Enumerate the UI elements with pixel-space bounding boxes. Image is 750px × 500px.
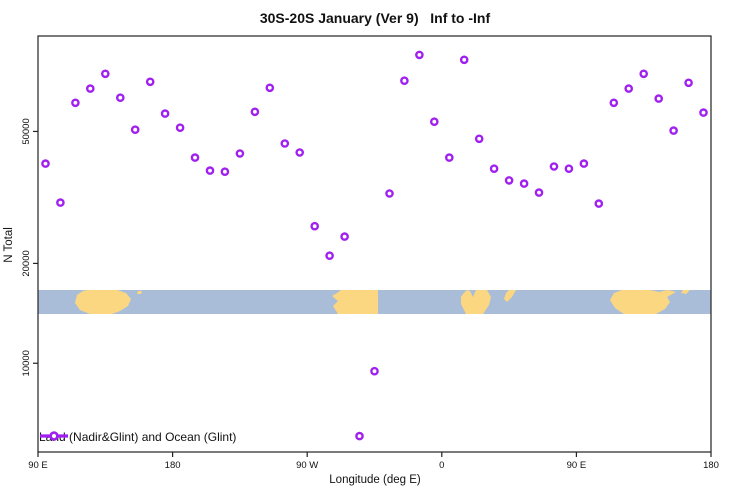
data-point xyxy=(654,94,664,103)
data-point xyxy=(190,153,200,162)
map-band-land-australia-east xyxy=(610,290,676,314)
x-tick-label: 90 E xyxy=(28,460,48,471)
data-point xyxy=(325,251,334,260)
data-point xyxy=(250,107,260,117)
data-point xyxy=(609,98,619,108)
data-point xyxy=(684,78,693,88)
map-band-land-island-dot xyxy=(137,291,142,294)
data-point xyxy=(579,159,589,168)
map-band-land-madagascar xyxy=(504,290,516,302)
data-point xyxy=(474,134,484,144)
x-tick-label: 180 xyxy=(165,460,181,471)
x-tick-label: 0 xyxy=(439,460,444,471)
data-point xyxy=(459,55,469,65)
data-point xyxy=(310,221,320,231)
data-point xyxy=(429,117,439,126)
data-point xyxy=(355,431,364,441)
data-point xyxy=(519,179,529,188)
data-point xyxy=(534,188,544,197)
data-point xyxy=(56,198,65,207)
x-axis-label: Longitude (deg E) xyxy=(329,474,421,486)
data-point xyxy=(101,69,110,79)
data-point xyxy=(624,84,634,93)
data-point xyxy=(130,125,140,134)
data-point xyxy=(594,199,604,208)
data-point xyxy=(340,232,349,241)
data-point xyxy=(145,77,155,87)
data-point xyxy=(175,123,185,132)
data-point xyxy=(295,148,305,157)
plot-frame xyxy=(37,35,712,453)
map-band-land-australia-west xyxy=(75,290,131,314)
x-tick-label: 180 xyxy=(703,460,719,471)
data-point xyxy=(385,189,394,198)
data-point xyxy=(370,366,379,376)
y-tick-label: 20000 xyxy=(21,250,32,276)
data-point xyxy=(699,108,708,117)
data-point xyxy=(116,93,125,102)
legend-label: Land (Nadir&Glint) and Ocean (Glint) xyxy=(39,430,237,444)
data-point xyxy=(415,50,424,60)
data-point xyxy=(71,98,80,108)
x-tick-label: 90 W xyxy=(296,460,318,471)
data-point xyxy=(444,153,454,162)
data-point xyxy=(235,149,245,158)
data-point xyxy=(669,126,678,135)
data-point xyxy=(205,166,215,175)
data-point xyxy=(220,167,230,176)
chart-title: 30S-20S January (Ver 9) Inf to -Inf xyxy=(259,10,491,26)
data-point xyxy=(41,159,50,168)
data-point xyxy=(504,176,514,185)
data-point xyxy=(265,83,275,93)
legend: Land (Nadir&Glint) and Ocean (Glint) xyxy=(39,430,236,444)
data-point xyxy=(280,139,290,148)
data-point xyxy=(400,76,409,85)
map-band-land-africa xyxy=(461,290,491,314)
data-point xyxy=(489,164,499,173)
data-point xyxy=(549,162,559,171)
data-point xyxy=(160,109,170,118)
x-tick-label: 90 E xyxy=(567,460,587,471)
y-tick-label: 50000 xyxy=(21,118,32,144)
y-tick-label: 10000 xyxy=(21,350,32,376)
map-band-land-south-america xyxy=(332,290,378,314)
data-point xyxy=(564,164,574,173)
legend-marker-icon xyxy=(40,431,68,441)
data-point xyxy=(639,69,649,79)
data-point xyxy=(86,84,95,93)
map-band-land-island-dash xyxy=(681,290,690,294)
